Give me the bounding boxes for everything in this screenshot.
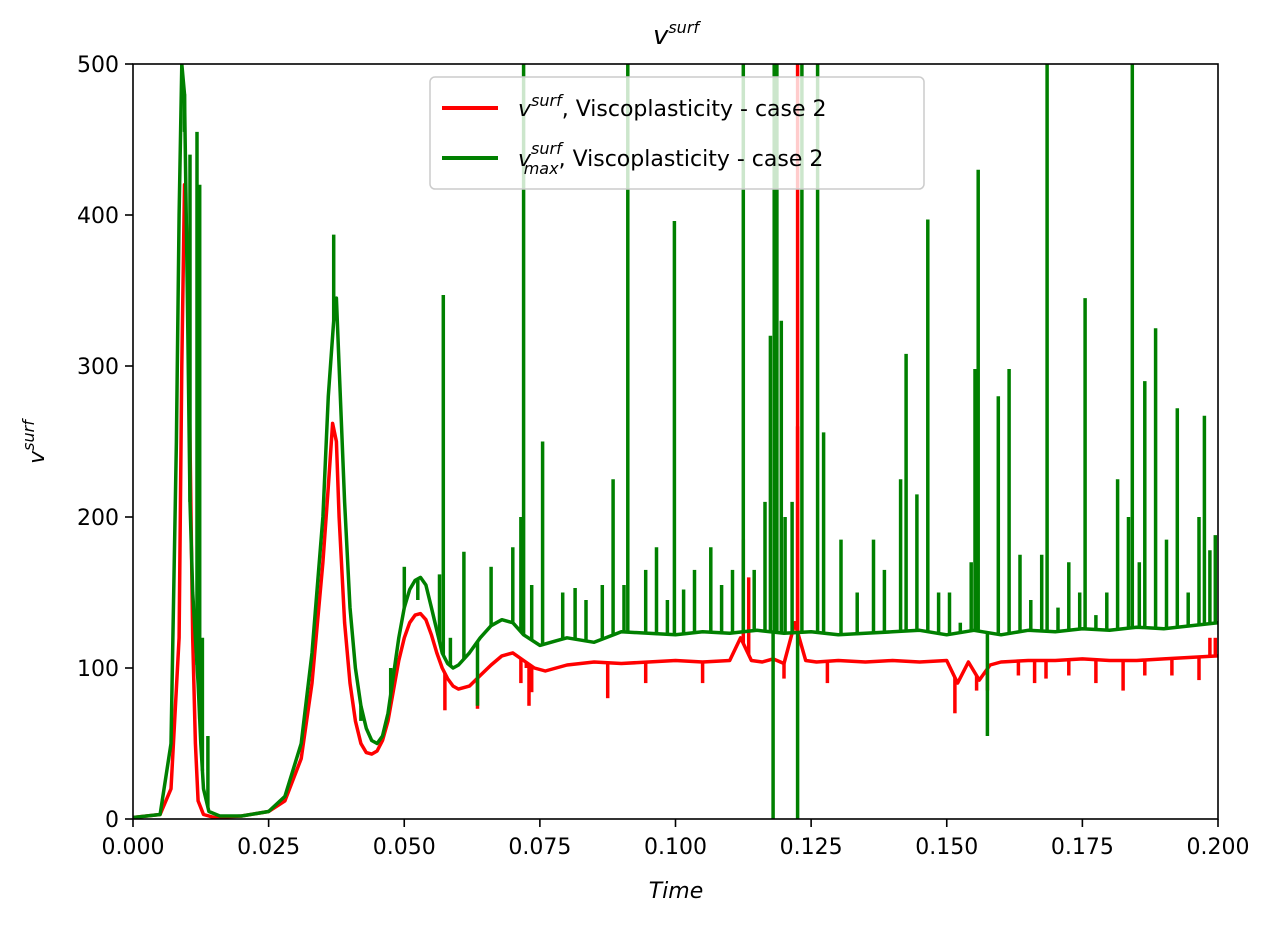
x-tick-label: 0.075 xyxy=(508,835,571,860)
y-tick-label: 400 xyxy=(77,204,119,229)
legend: vsurf, Viscoplasticity - case 2 vsurf max… xyxy=(429,76,925,190)
x-tick-label: 0.125 xyxy=(780,835,843,860)
x-tick-label: 0.175 xyxy=(1051,835,1114,860)
x-tick-label: 0.150 xyxy=(915,835,978,860)
x-axis-label: Time xyxy=(649,879,704,904)
y-tick-label: 200 xyxy=(77,506,119,531)
y-tick-label: 0 xyxy=(105,808,119,833)
chart-title: vsurf xyxy=(653,18,701,51)
x-tick-label: 0.000 xyxy=(102,835,165,860)
y-tick-label: 300 xyxy=(77,355,119,380)
y-tick-label: 500 xyxy=(77,53,119,78)
x-tick-label: 0.200 xyxy=(1187,835,1250,860)
y-axis-label: vsurf xyxy=(19,418,50,464)
legend-box xyxy=(429,76,925,190)
x-tick-label: 0.025 xyxy=(237,835,300,860)
x-tick-label: 0.050 xyxy=(373,835,436,860)
x-tick-label: 0.100 xyxy=(644,835,707,860)
ticks-layer: 0.000 0.025 0.050 0.075 0.100 0.125 0.150 0.175… xyxy=(77,53,1249,860)
y-tick-label: 100 xyxy=(77,657,119,682)
legend-label-vsurf: vsurf, Viscoplasticity - case 2 xyxy=(518,91,827,122)
series-line-1 xyxy=(133,64,1218,819)
legend-label-vsurf-max: vsurf max, Viscoplasticity - case 2 xyxy=(518,139,823,178)
